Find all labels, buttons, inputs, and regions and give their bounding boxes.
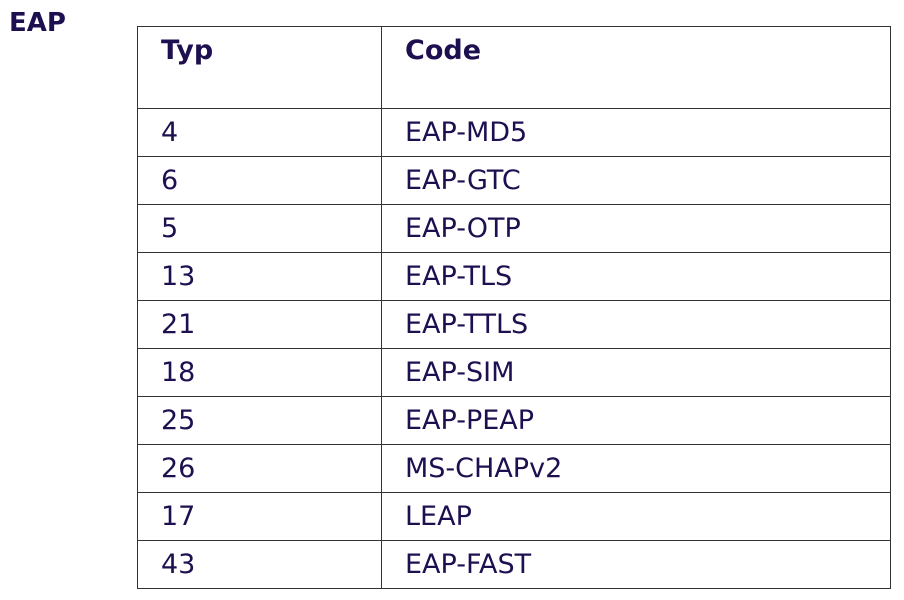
- cell-typ: 43: [137, 540, 382, 589]
- header-code: Code: [381, 26, 891, 109]
- cell-code: EAP-OTP: [381, 204, 891, 253]
- header-typ: Typ: [137, 26, 382, 109]
- cell-code: EAP-SIM: [381, 348, 891, 397]
- table-row: 21 EAP-TTLS: [137, 300, 891, 349]
- table-row: 13 EAP-TLS: [137, 252, 891, 301]
- cell-typ: 4: [137, 108, 382, 157]
- eap-type-table: Typ Code 4 EAP-MD5 6 EAP-GTC 5 EAP-OTP 13 EAP-T…: [137, 26, 891, 589]
- cell-typ: 6: [137, 156, 382, 205]
- table-header-row: Typ Code: [137, 26, 891, 109]
- cell-typ: 13: [137, 252, 382, 301]
- cell-code: EAP-GTC: [381, 156, 891, 205]
- cell-code: LEAP: [381, 492, 891, 541]
- table-body: 4 EAP-MD5 6 EAP-GTC 5 EAP-OTP 13 EAP-TLS 21 EAP-T…: [137, 108, 891, 589]
- cell-typ: 5: [137, 204, 382, 253]
- table-row: 43 EAP-FAST: [137, 540, 891, 589]
- cell-typ: 18: [137, 348, 382, 397]
- table-row: 25 EAP-PEAP: [137, 396, 891, 445]
- table-row: 18 EAP-SIM: [137, 348, 891, 397]
- cell-code: EAP-TTLS: [381, 300, 891, 349]
- cell-typ: 21: [137, 300, 382, 349]
- table-row: 17 LEAP: [137, 492, 891, 541]
- cell-code: MS-CHAPv2: [381, 444, 891, 493]
- cell-code: EAP-PEAP: [381, 396, 891, 445]
- cell-code: EAP-TLS: [381, 252, 891, 301]
- cell-typ: 17: [137, 492, 382, 541]
- table-row: 6 EAP-GTC: [137, 156, 891, 205]
- cell-typ: 26: [137, 444, 382, 493]
- cell-typ: 25: [137, 396, 382, 445]
- cell-code: EAP-MD5: [381, 108, 891, 157]
- table-row: 5 EAP-OTP: [137, 204, 891, 253]
- page-title: EAP: [9, 8, 66, 38]
- table-row: 26 MS-CHAPv2: [137, 444, 891, 493]
- table-row: 4 EAP-MD5: [137, 108, 891, 157]
- cell-code: EAP-FAST: [381, 540, 891, 589]
